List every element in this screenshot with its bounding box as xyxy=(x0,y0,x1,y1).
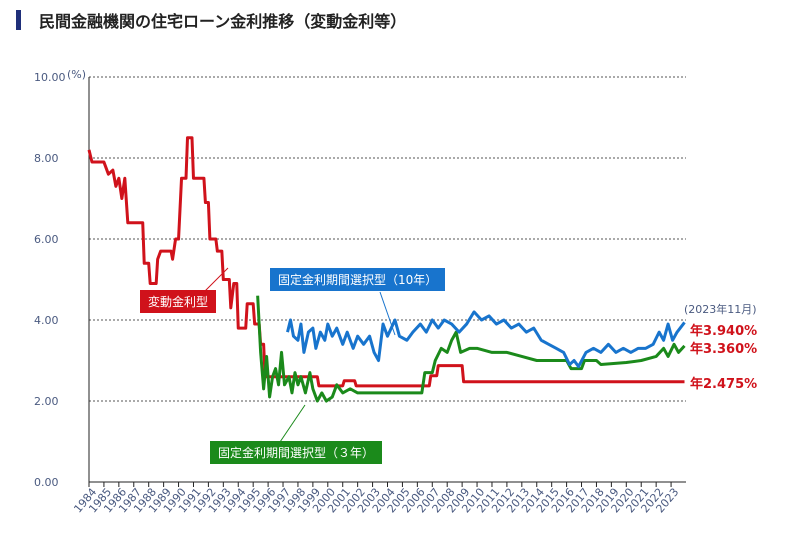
y-axis-unit: (%) xyxy=(67,68,86,81)
title-text: 民間金融機関の住宅ローン金利推移（変動金利等） xyxy=(39,12,407,31)
chart-title: 民間金融機関の住宅ローン金利推移（変動金利等） xyxy=(16,8,406,32)
y-tick-label: 0.00 xyxy=(34,476,59,489)
end-value-label: 年2.475% xyxy=(690,376,757,392)
y-tick-label: 6.00 xyxy=(34,233,59,246)
end-value-label: 年3.360% xyxy=(690,341,757,357)
legend-fixed10: 固定金利期間選択型（10年） xyxy=(270,268,446,291)
legend-fixed3: 固定金利期間選択型（３年） xyxy=(210,441,383,464)
y-tick-label: 10.00 xyxy=(34,71,66,84)
series-line-0 xyxy=(87,136,685,388)
y-tick-label: 4.00 xyxy=(34,314,59,327)
y-tick-label: 8.00 xyxy=(34,152,59,165)
end-value-label: 年3.940% xyxy=(690,323,757,339)
series-line-1 xyxy=(256,295,686,403)
date-note: (2023年11月) xyxy=(684,302,757,316)
fixed3-leader-line xyxy=(279,404,306,443)
legend-variable: 変動金利型 xyxy=(140,290,217,313)
title-accent-bar xyxy=(16,10,21,30)
y-tick-label: 2.00 xyxy=(34,395,59,408)
fixed10-leader-line xyxy=(379,291,396,336)
series-line-2 xyxy=(286,310,686,369)
